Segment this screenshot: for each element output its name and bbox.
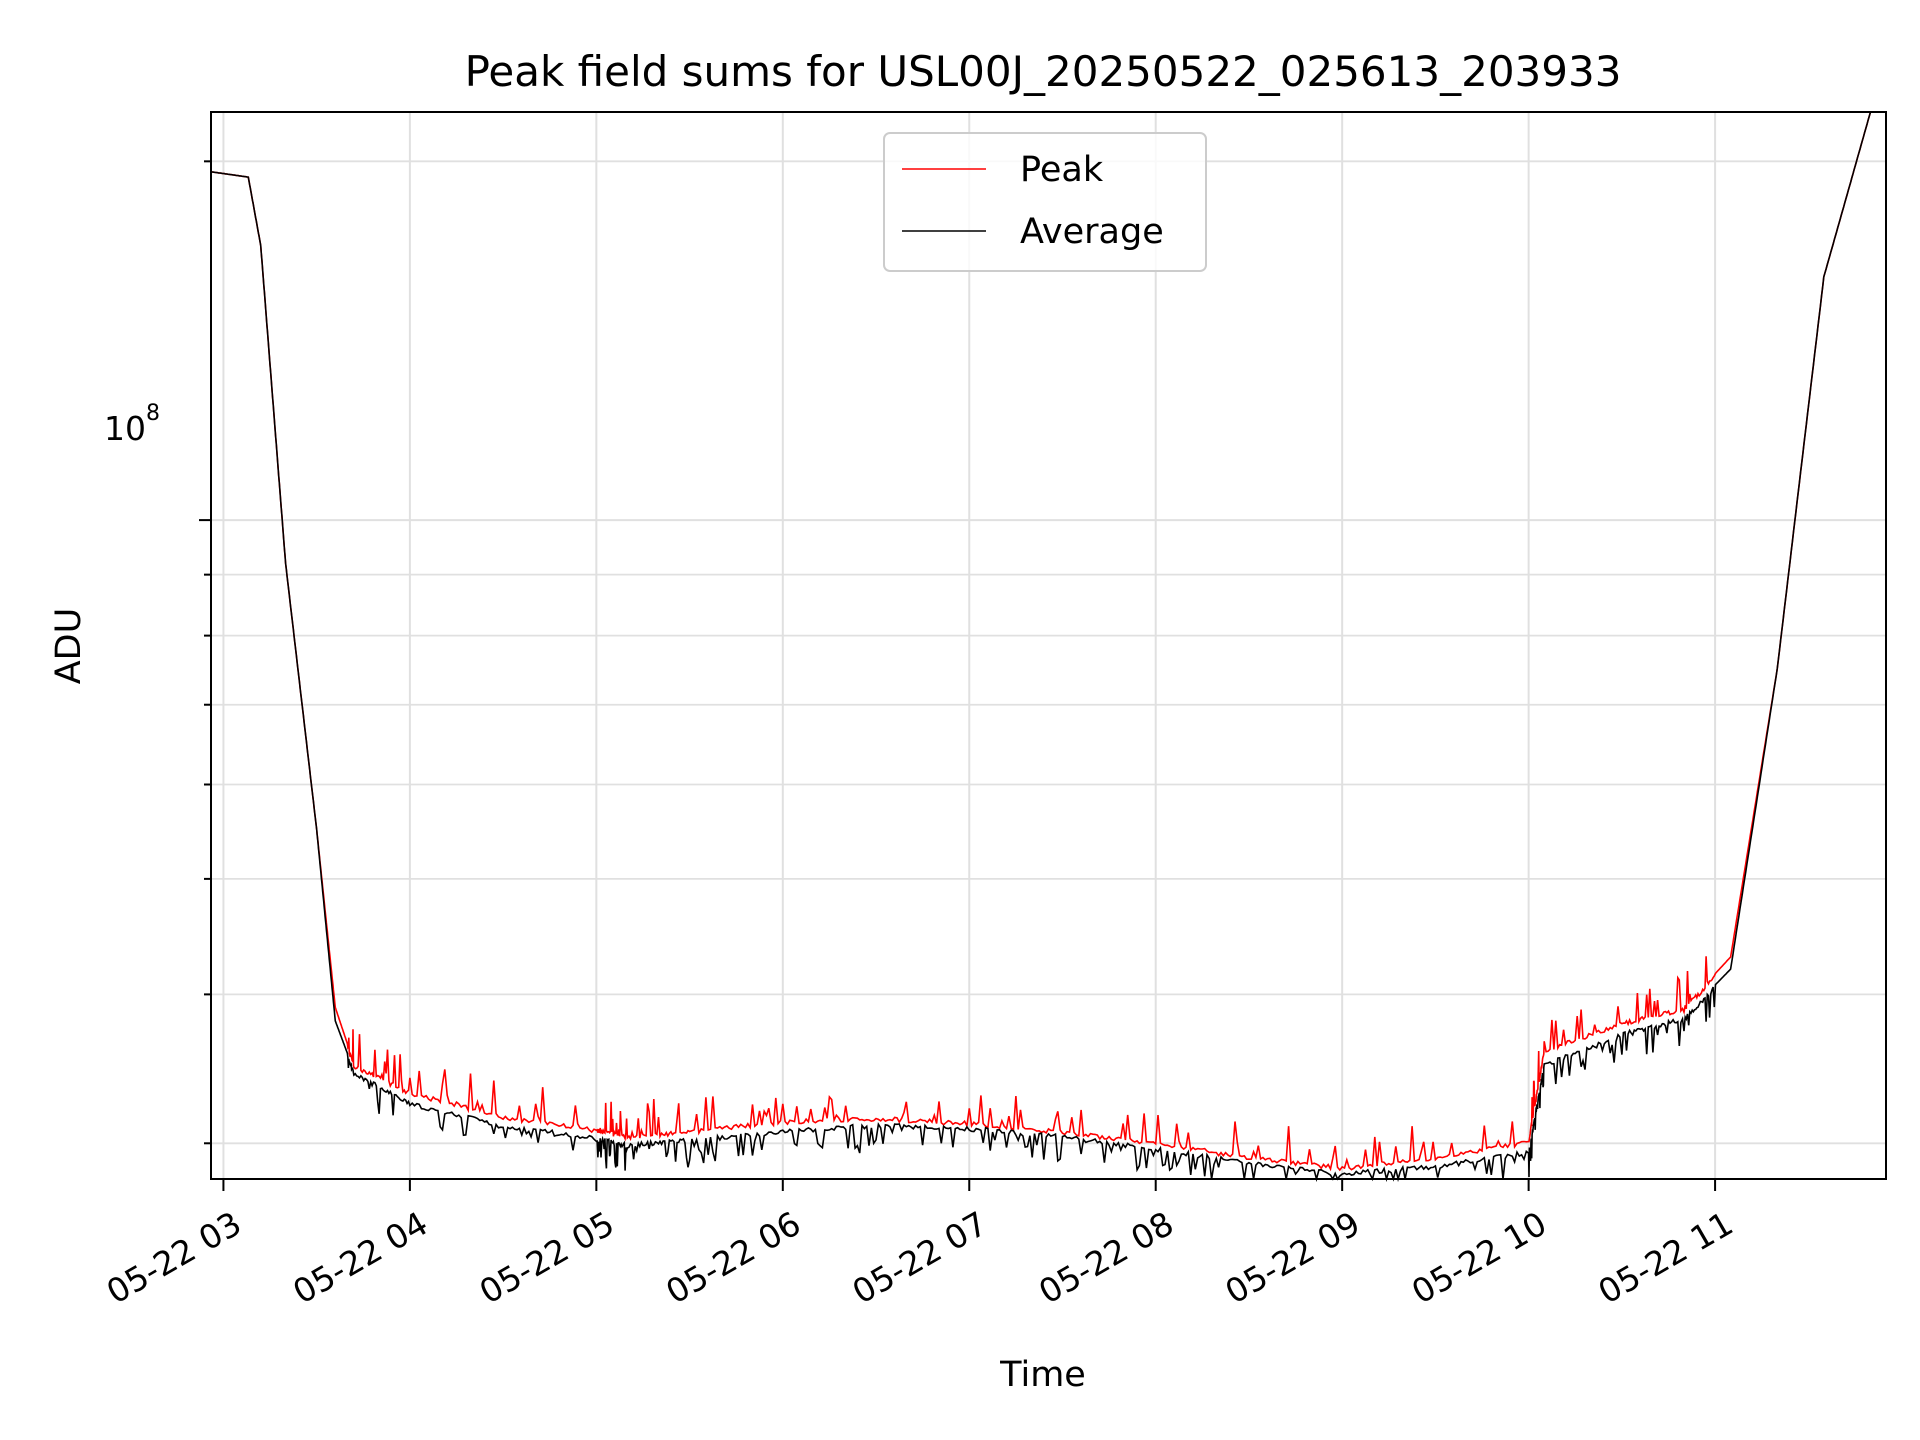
grid-layer (211, 112, 1886, 1179)
y-axis-ticks (199, 160, 211, 1145)
y-axis-title: ADU (49, 608, 89, 685)
y-major-tick-label-exponent: 8 (146, 401, 160, 426)
x-axis-title: Time (999, 1355, 1086, 1395)
legend-box (883, 132, 1207, 272)
y-major-tick-label-base: 10 (104, 409, 146, 448)
legend: Peak Average (883, 132, 1207, 272)
chart-title: Peak field sums for USL00J_20250522_0256… (465, 47, 1622, 96)
legend-label-average: Average (1020, 212, 1164, 252)
y-major-tick-label: 10 8 (104, 401, 160, 448)
series-layer (210, 111, 1872, 1183)
series-line-average (210, 111, 1872, 1183)
plot-frame (210, 111, 1887, 1180)
legend-label-peak: Peak (1020, 150, 1104, 190)
